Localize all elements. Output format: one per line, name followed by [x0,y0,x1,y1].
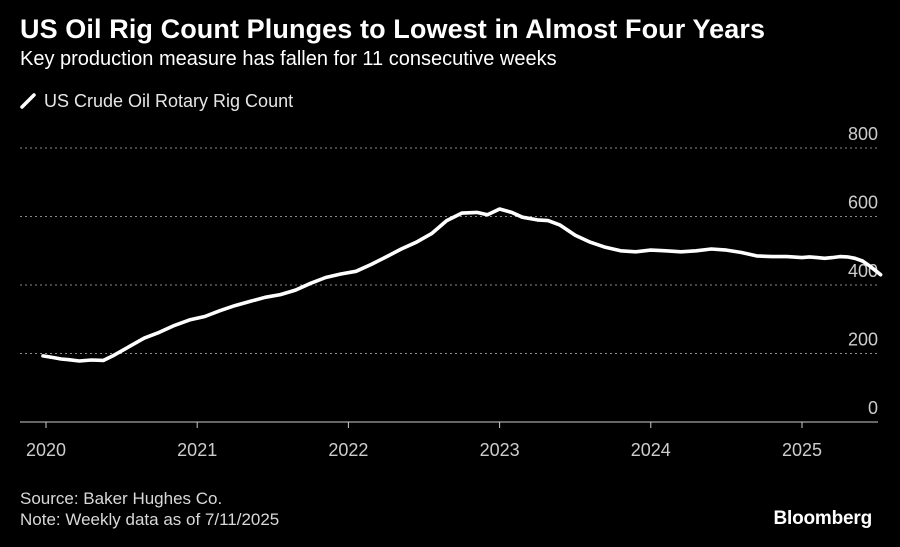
x-tick-label-2023: 2023 [480,440,520,460]
x-tick-label-2021: 2021 [177,440,217,460]
y-tick-label-800: 800 [848,124,878,144]
source-note: Source: Baker Hughes Co. [20,489,223,508]
y-tick-label-0: 0 [868,398,878,418]
grid-lines [20,147,878,354]
chart-subtitle: Key production measure has fallen for 11… [20,48,557,70]
legend-swatch-icon [20,93,36,109]
x-axis: 2020 2021 2022 2023 2024 2025 [20,421,878,460]
x-tick-label-2025: 2025 [782,440,822,460]
chart-title: US Oil Rig Count Plunges to Lowest in Al… [20,14,766,44]
x-tick-label-2020: 2020 [26,440,66,460]
legend-label: US Crude Oil Rotary Rig Count [44,90,294,111]
x-tick-label-2024: 2024 [631,440,671,460]
data-note: Note: Weekly data as of 7/11/2025 [20,510,280,529]
series-layer [41,207,883,363]
x-tick-label-2022: 2022 [328,440,368,460]
legend: US Crude Oil Rotary Rig Count [20,89,293,113]
footer: Source: Baker Hughes Co. Note: Weekly da… [20,488,279,530]
y-tick-label-600: 600 [848,193,878,213]
bloomberg-logo: Bloomberg [773,508,873,529]
series-line-0 [41,207,883,363]
y-tick-label-200: 200 [848,330,878,350]
